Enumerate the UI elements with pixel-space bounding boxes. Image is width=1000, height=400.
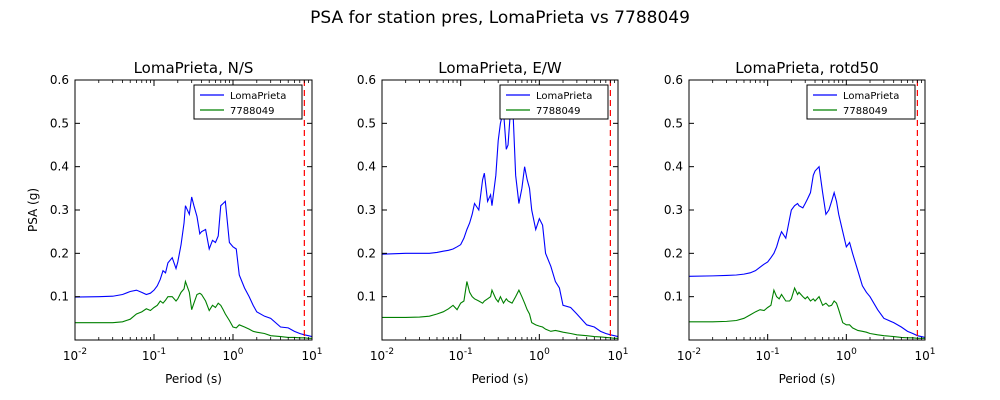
y-tick-label: 0.2	[664, 246, 683, 260]
y-tick-label: 0.1	[357, 290, 376, 304]
x-tick-label: 101	[914, 347, 935, 363]
series-line-LomaPrieta	[382, 88, 618, 338]
y-tick-label: 0.3	[50, 203, 69, 217]
x-axis-label: Period (s)	[472, 372, 529, 386]
y-tick-label: 0.3	[357, 203, 376, 217]
chart-title: LomaPrieta, N/S	[134, 59, 254, 77]
plot-area	[689, 80, 925, 340]
x-tick-label: 100	[222, 347, 243, 363]
x-tick-label: 10-1	[142, 347, 166, 363]
x-tick-label: 100	[836, 347, 857, 363]
legend-label: LomaPrieta	[536, 91, 592, 102]
panels: LomaPrieta, N/S 0.1 0.2 0.3 0.4 0.5 0.6 10-2 10-…	[26, 59, 936, 386]
x-tick-label: 10-2	[370, 347, 394, 363]
legend-box	[806, 84, 916, 120]
chart-panel-3: LomaPrieta, rotd50 0.1 0.2 0.3 0.4 0.5 0.6 10-2…	[664, 59, 936, 386]
chart-title: LomaPrieta, E/W	[438, 59, 562, 77]
legend-label: 7788049	[230, 106, 275, 117]
y-tick-label: 0.6	[664, 73, 683, 87]
legend-box	[499, 84, 609, 120]
chart-panel-2: LomaPrieta, E/W 0.1 0.2 0.3 0.4 0.5 0.6 10-2 10-…	[357, 59, 629, 386]
legend-box	[193, 84, 303, 120]
chart-panel-1: LomaPrieta, N/S 0.1 0.2 0.3 0.4 0.5 0.6 10-2 10-…	[26, 59, 323, 386]
x-axis-label: Period (s)	[779, 372, 836, 386]
x-tick-label: 101	[301, 347, 322, 363]
x-tick-label: 10-2	[63, 347, 87, 363]
y-tick-label: 0.2	[50, 246, 69, 260]
x-tick-label: 101	[607, 347, 628, 363]
legend: LomaPrieta 7788049	[806, 84, 916, 120]
y-tick-label: 0.5	[50, 116, 69, 130]
y-tick-label: 0.1	[50, 290, 69, 304]
y-tick-label: 0.4	[664, 160, 683, 174]
series-line-7788049	[382, 281, 618, 339]
x-axis-label: Period (s)	[165, 372, 222, 386]
y-tick-label: 0.6	[50, 73, 69, 87]
y-axis-label: PSA (g)	[26, 188, 40, 232]
y-tick-label: 0.6	[357, 73, 376, 87]
y-tick-label: 0.2	[357, 246, 376, 260]
legend-label: LomaPrieta	[843, 91, 899, 102]
x-tick-label: 100	[529, 347, 550, 363]
chart-title: LomaPrieta, rotd50	[735, 59, 879, 77]
series-line-LomaPrieta	[689, 165, 925, 338]
y-tick-label: 0.1	[664, 290, 683, 304]
y-tick-label: 0.4	[357, 160, 376, 174]
x-tick-label: 10-1	[756, 347, 780, 363]
series-line-LomaPrieta	[75, 196, 312, 338]
x-tick-label: 10-2	[677, 347, 701, 363]
legend: LomaPrieta 7788049	[193, 84, 303, 120]
x-tick-label: 10-1	[449, 347, 473, 363]
legend-label: 7788049	[536, 106, 581, 117]
legend-label: LomaPrieta	[230, 91, 286, 102]
plot-area	[75, 80, 312, 340]
legend-label: 7788049	[843, 106, 888, 117]
series-line-7788049	[689, 286, 925, 339]
figure-title: PSA for station pres, LomaPrieta vs 7788…	[310, 8, 690, 28]
series-line-7788049	[75, 279, 312, 339]
y-tick-label: 0.4	[50, 160, 69, 174]
legend: LomaPrieta 7788049	[499, 84, 609, 120]
y-tick-label: 0.5	[664, 116, 683, 130]
y-tick-label: 0.3	[664, 203, 683, 217]
plot-area	[382, 80, 618, 340]
y-tick-label: 0.5	[357, 116, 376, 130]
